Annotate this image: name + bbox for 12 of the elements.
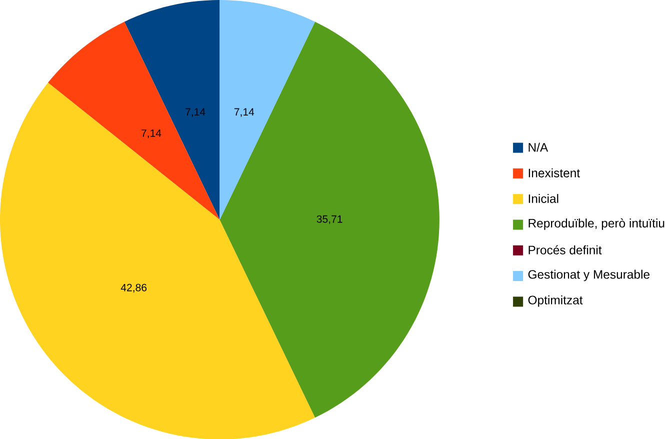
legend-label: Procés definit xyxy=(528,245,602,254)
data-label: 42,86 xyxy=(120,284,147,292)
legend-label: Gestionat y Mesurable xyxy=(528,270,650,281)
legend-label: Inicial xyxy=(528,194,558,203)
data-label: 7,14 xyxy=(186,108,206,117)
legend-label: N/A xyxy=(528,142,548,152)
legend-label: Optimitzat xyxy=(528,295,583,307)
data-label: 7,14 xyxy=(234,108,254,117)
data-label: 35,71 xyxy=(316,215,342,224)
legend-label: Reproduïble, però intuïtiu xyxy=(528,218,664,230)
legend-label: Inexistent xyxy=(528,168,580,178)
data-label: 7,14 xyxy=(142,129,162,138)
